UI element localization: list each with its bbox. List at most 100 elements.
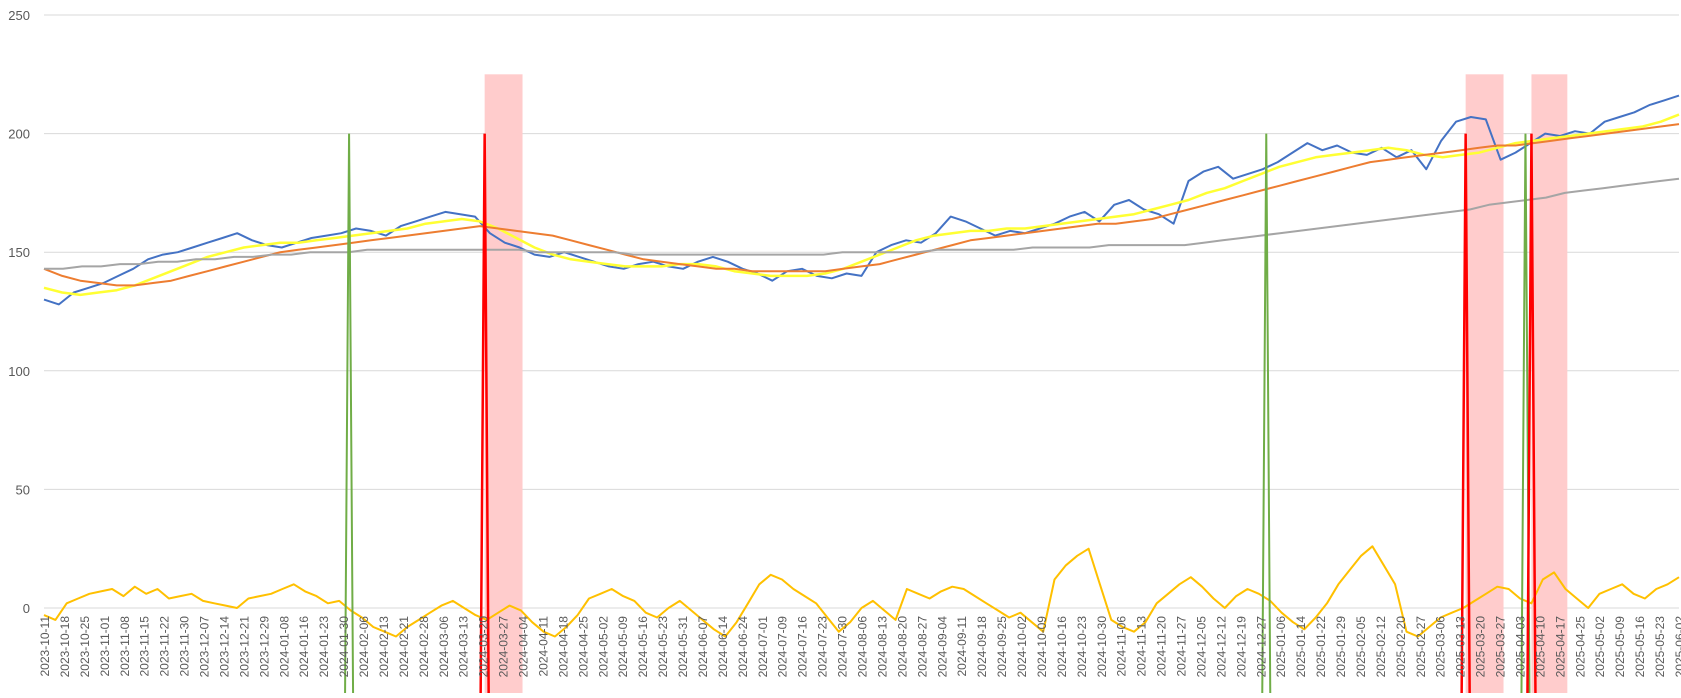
sell-signal-1	[1460, 133, 1471, 694]
x-tick-label: 2025-02-20	[1394, 616, 1408, 678]
x-tick-label: 2024-10-16	[1055, 616, 1069, 678]
buy-signal-0	[344, 133, 355, 694]
x-tick-label: 2025-01-14	[1294, 616, 1308, 678]
x-tick-label: 2024-09-11	[955, 616, 969, 677]
x-tick-label: 2024-12-05	[1194, 616, 1208, 678]
x-tick-label: 2024-01-30	[337, 616, 351, 678]
y-tick-label-250: 250	[8, 8, 30, 23]
sell-signal-0	[479, 133, 490, 694]
x-tick-label: 2024-03-06	[437, 616, 451, 678]
series-ma_long	[44, 177, 1680, 270]
y-tick-label-150: 150	[8, 245, 30, 260]
x-tick-label: 2025-04-25	[1573, 616, 1587, 678]
x-tick-label: 2024-04-04	[517, 616, 531, 678]
x-tick-label: 2025-01-29	[1334, 616, 1348, 678]
x-tick-label: 2024-08-13	[875, 616, 889, 678]
x-tick-label: 2024-12-19	[1234, 616, 1248, 678]
x-tick-label: 2024-12-12	[1214, 616, 1228, 678]
x-tick-label: 2023-12-14	[217, 616, 231, 678]
x-tick-label: 2023-10-18	[58, 616, 72, 678]
shaded-region-2	[1531, 74, 1568, 694]
x-tick-label: 2024-06-14	[716, 616, 730, 678]
x-tick-label: 2024-11-06	[1115, 616, 1129, 677]
x-tick-label: 2023-12-07	[198, 616, 212, 678]
x-tick-label: 2024-07-23	[816, 616, 830, 678]
x-tick-label: 2023-11-22	[158, 616, 172, 677]
x-tick-label: 2024-03-20	[477, 616, 491, 678]
x-tick-label: 2024-11-27	[1175, 616, 1189, 677]
x-tick-label: 2024-04-25	[576, 616, 590, 678]
x-tick-label: 2024-01-08	[277, 616, 291, 678]
x-tick-label: 2024-05-16	[636, 616, 650, 678]
x-tick-label: 2023-12-21	[237, 616, 251, 678]
x-tick-label: 2025-03-06	[1434, 616, 1448, 678]
x-tick-label: 2025-05-16	[1633, 616, 1647, 678]
x-tick-label: 2024-05-02	[596, 616, 610, 678]
x-tick-label: 2024-11-13	[1135, 616, 1149, 677]
series-price	[43, 94, 1680, 306]
x-tick-label: 2024-10-30	[1095, 616, 1109, 678]
x-tick-label: 2024-04-18	[556, 616, 570, 678]
x-tick-label: 2024-12-27	[1254, 616, 1268, 678]
x-tick-label: 2024-06-24	[736, 616, 750, 678]
series-oscillator	[43, 545, 1680, 638]
x-tick-label: 2024-02-21	[397, 616, 411, 678]
x-tick-label: 2025-04-10	[1533, 616, 1547, 678]
x-tick-label: 2025-06-02	[1673, 616, 1681, 678]
x-tick-label: 2025-05-09	[1613, 616, 1627, 678]
series-ma_short	[43, 113, 1680, 297]
x-tick-label: 2024-07-16	[796, 616, 810, 678]
x-tick-label: 2024-06-07	[696, 616, 710, 678]
x-tick-label: 2024-10-23	[1075, 616, 1089, 678]
x-tick-label: 2025-03-13	[1454, 616, 1468, 678]
x-tick-label: 2024-08-20	[895, 616, 909, 678]
x-tick-label: 2025-01-22	[1314, 616, 1328, 678]
x-tick-label: 2025-02-05	[1354, 616, 1368, 678]
x-tick-label: 2025-02-12	[1374, 616, 1388, 678]
x-tick-label: 2024-08-06	[856, 616, 870, 678]
x-tick-label: 2024-09-18	[975, 616, 989, 678]
x-tick-label: 2024-05-23	[656, 616, 670, 678]
x-tick-label: 2024-02-28	[417, 616, 431, 678]
x-tick-label: 2024-09-25	[995, 616, 1009, 678]
shaded-region-0	[484, 74, 523, 694]
x-tick-label: 2025-01-06	[1274, 616, 1288, 678]
x-tick-label: 2023-11-01	[98, 616, 112, 677]
x-tick-label: 2023-11-15	[138, 616, 152, 677]
x-tick-label: 2025-04-03	[1513, 616, 1527, 678]
shaded-region-1	[1465, 74, 1504, 694]
y-tick-label-50: 50	[16, 482, 30, 497]
x-tick-label: 2025-02-27	[1414, 616, 1428, 678]
x-tick-label: 2024-01-16	[297, 616, 311, 678]
x-tick-label: 2023-10-25	[78, 616, 92, 678]
x-tick-label: 2024-05-09	[616, 616, 630, 678]
y-tick-label-200: 200	[8, 127, 30, 142]
y-tick-label-100: 100	[8, 364, 30, 379]
x-tick-label: 2024-10-02	[1015, 616, 1029, 678]
x-tick-label: 2025-05-02	[1593, 616, 1607, 678]
x-tick-label: 2024-07-01	[756, 616, 770, 678]
buy-signal-1	[1261, 133, 1272, 694]
x-tick-label: 2024-09-04	[935, 616, 949, 678]
sell-signal-2	[1526, 133, 1537, 694]
x-tick-label: 2024-03-27	[497, 616, 511, 678]
x-tick-label: 2024-03-13	[457, 616, 471, 678]
x-tick-label: 2024-07-09	[776, 616, 790, 678]
x-tick-label: 2024-02-06	[357, 616, 371, 678]
x-tick-label: 2024-01-23	[317, 616, 331, 678]
x-tick-label: 2024-05-31	[676, 616, 690, 678]
x-tick-label: 2024-10-09	[1035, 616, 1049, 678]
x-tick-label: 2023-11-30	[178, 616, 192, 677]
x-tick-label: 2024-08-27	[915, 616, 929, 678]
x-tick-label: 2024-02-13	[377, 616, 391, 678]
x-tick-label: 2025-03-27	[1494, 616, 1508, 678]
x-tick-label: 2023-12-29	[257, 616, 271, 678]
x-tick-label: 2023-10-11	[38, 616, 52, 677]
x-tick-label: 2023-11-08	[118, 616, 132, 677]
x-tick-label: 2024-07-30	[836, 616, 850, 678]
x-tick-label: 2025-04-17	[1553, 616, 1567, 678]
x-tick-label: 2025-05-23	[1653, 616, 1667, 678]
y-tick-label-0: 0	[23, 601, 30, 616]
